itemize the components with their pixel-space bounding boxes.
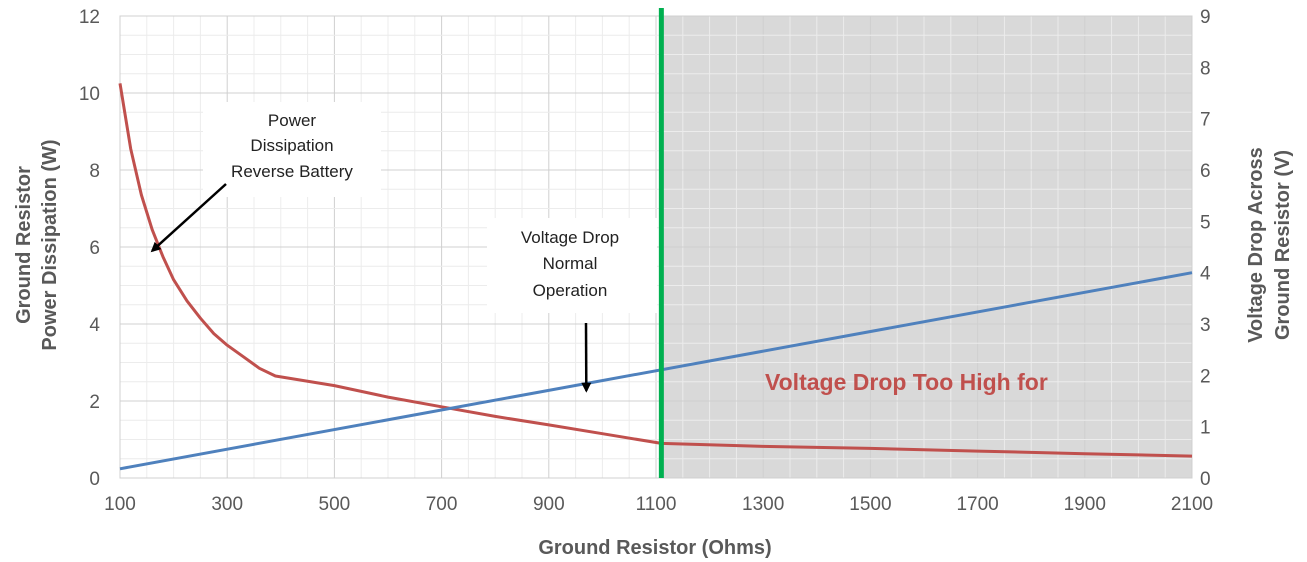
y-left-tick-label: 4: [89, 315, 100, 336]
annotation-voltage-line1: Voltage Drop: [521, 228, 619, 247]
x-tick-label: 1700: [956, 494, 998, 515]
x-axis-title: Ground Resistor (Ohms): [538, 537, 771, 559]
y-left-tick-label: 2: [89, 392, 100, 413]
x-tick-label: 1300: [742, 494, 784, 515]
annotation-power: Power Dissipation Reverse Battery: [150, 102, 381, 253]
y-right-tick-label: 5: [1200, 212, 1211, 233]
x-tick-label: 500: [319, 494, 351, 515]
y-left-tick-label: 0: [89, 469, 100, 490]
series-line-2: [119, 271, 1193, 471]
y-right-tick-label: 0: [1200, 469, 1211, 490]
y-left-tick-label: 8: [89, 161, 100, 182]
y-right-tick-label: 1: [1200, 418, 1211, 439]
annotation-power-line1: Power: [268, 111, 317, 130]
annotation-voltage-box: [487, 218, 657, 313]
y-right-tick-label: 7: [1200, 110, 1211, 131]
plot-area-border: [119, 15, 1193, 479]
y-axis-left-title-line1: Ground Resistor: [13, 166, 35, 324]
y-left-tick-label: 10: [79, 84, 100, 105]
annotation-power-box: [203, 102, 381, 197]
y-right-tick-label: 2: [1200, 366, 1211, 387]
annotation-voltage-line3: Operation: [533, 281, 608, 300]
series-line-1: [118, 83, 1193, 458]
x-tick-label: 2100: [1171, 494, 1213, 515]
annotation-voltage: Voltage Drop Normal Operation: [487, 218, 657, 393]
y-left-tick-label: 12: [79, 7, 100, 28]
y-axis-right-title-line2: Ground Resistor (V): [1272, 150, 1294, 340]
y-axis-right-title-line1: Voltage Drop Across: [1245, 147, 1267, 343]
y-right-tick-label: 8: [1200, 58, 1211, 79]
y-left-tick-label: 6: [89, 238, 100, 259]
y-right-tick-label: 6: [1200, 161, 1211, 182]
tick-labels: 100 300 500 700 900 1100 1300 1500 1700 1900 21000…: [79, 7, 1213, 515]
annotation-power-arrow: [150, 183, 227, 253]
x-tick-label: 300: [211, 494, 243, 515]
annotation-voltage-line2: Normal: [543, 254, 598, 273]
x-tick-label: 700: [426, 494, 458, 515]
x-tick-label: 100: [104, 494, 136, 515]
y-right-tick-label: 9: [1200, 7, 1211, 28]
y-right-tick-label: 3: [1200, 315, 1211, 336]
series-layer: [118, 83, 1193, 471]
x-tick-label: 1100: [636, 494, 677, 515]
y-axis-left-title-line2: Power Dissipation (W): [39, 139, 61, 350]
x-tick-label: 1500: [849, 494, 891, 515]
threshold-label: Voltage Drop Too High for: [765, 369, 1048, 395]
x-tick-label: 1900: [1064, 494, 1106, 515]
annotation-power-line2: Dissipation: [250, 136, 333, 155]
y-right-tick-label: 4: [1200, 264, 1211, 285]
annotation-power-line3: Reverse Battery: [231, 162, 353, 181]
x-tick-label: 900: [533, 494, 565, 515]
